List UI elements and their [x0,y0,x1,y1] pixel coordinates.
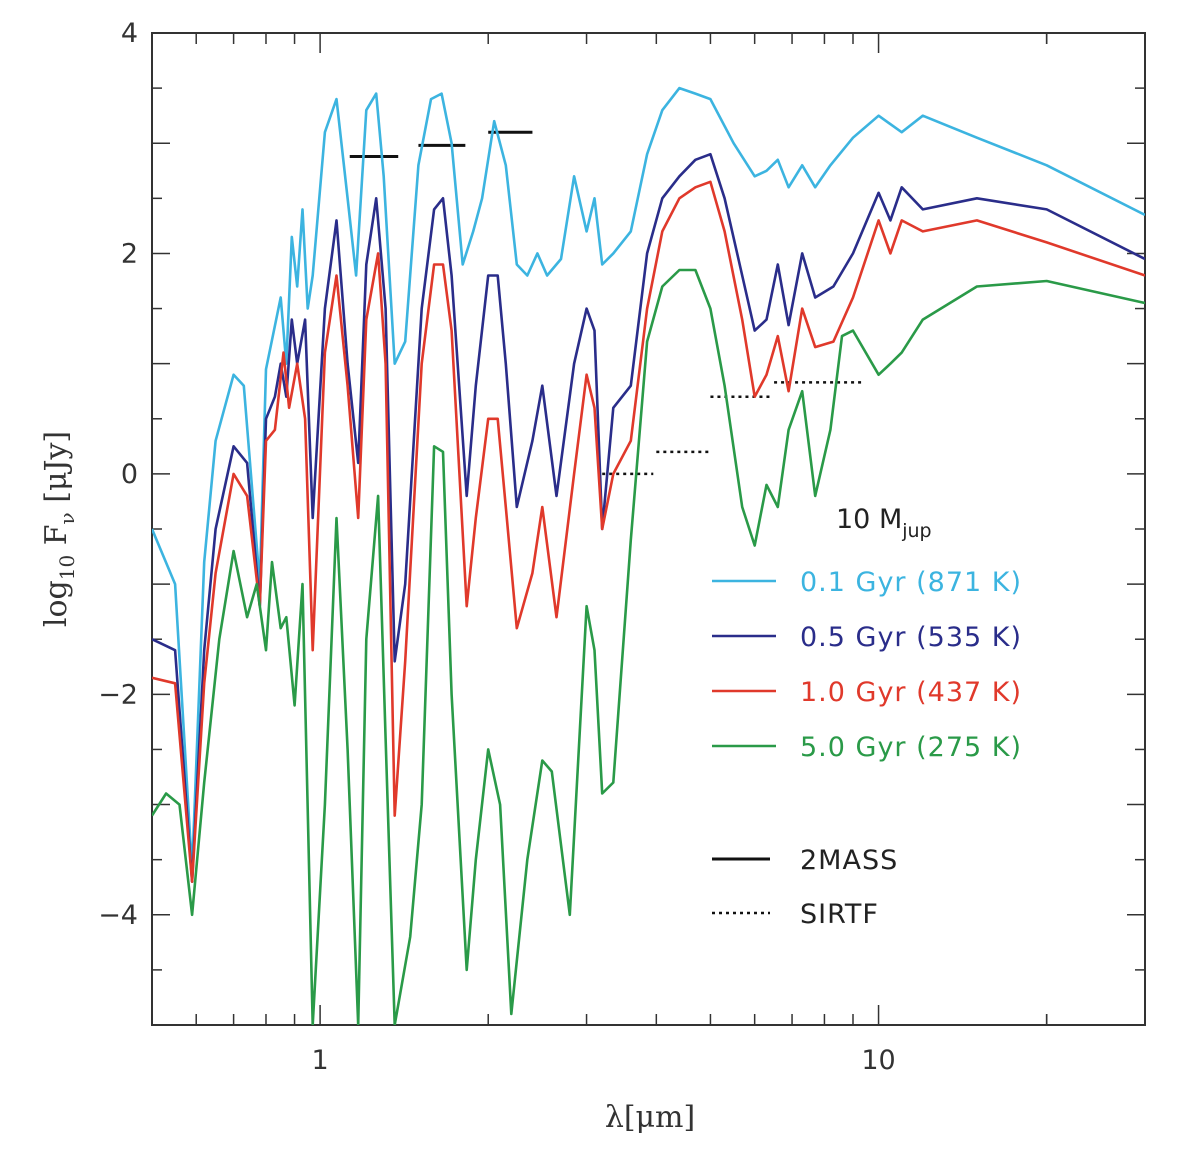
series-line-1 [152,86,1145,872]
y-tick-label: 4 [121,18,138,49]
y-axis-label-unit: [μJy] [39,431,74,512]
y-axis-label-nu: ν [55,512,79,524]
series-line-2 [152,152,1145,883]
instrument-label-2mass: 2MASS [800,845,898,876]
y-axis-label-sub: 10 [55,555,79,580]
legend-entries: 0.1 Gyr (871 K) 0.5 Gyr (535 K) 1.0 Gyr (4… [712,567,1022,763]
x-tick-label: 1 [312,1045,329,1076]
legend-title: 10 Mjup [836,504,932,542]
legend: 10 Mjup 0.1 Gyr (871 K) 0.5 Gyr (535 K) 1.… [712,504,1022,930]
series-line-3 [152,180,1145,883]
legend-title-main: 10 M [836,504,902,535]
legend-title-sub: jup [901,520,931,542]
series-lines [152,86,1145,1025]
legend-label-2: 0.5 Gyr (535 K) [800,622,1022,653]
y-axis-label: log10 Fν [μJy] [39,431,79,627]
series-line-4 [152,268,1145,1025]
y-tick-label: −4 [98,900,138,931]
x-tick-label: 10 [861,1045,895,1076]
legend-label-4: 5.0 Gyr (275 K) [800,732,1022,763]
y-tick-label: −2 [98,679,138,710]
y-tick-label: 0 [121,459,138,490]
x-axis-label: λ[μm] [605,1100,695,1135]
instrument-label-sirtf: SIRTF [800,899,879,930]
instrument-legend: 2MASS SIRTF [712,845,898,930]
legend-label-3: 1.0 Gyr (437 K) [800,677,1022,708]
y-axis-label-log: log [39,580,74,627]
axis-ticks: −4 −2 0 2 4 1 10 [98,18,1146,1076]
y-axis-label-f: F [39,524,74,554]
legend-label-1: 0.1 Gyr (871 K) [800,567,1022,598]
y-tick-label: 2 [121,238,138,269]
plot-frame [151,32,1146,1026]
